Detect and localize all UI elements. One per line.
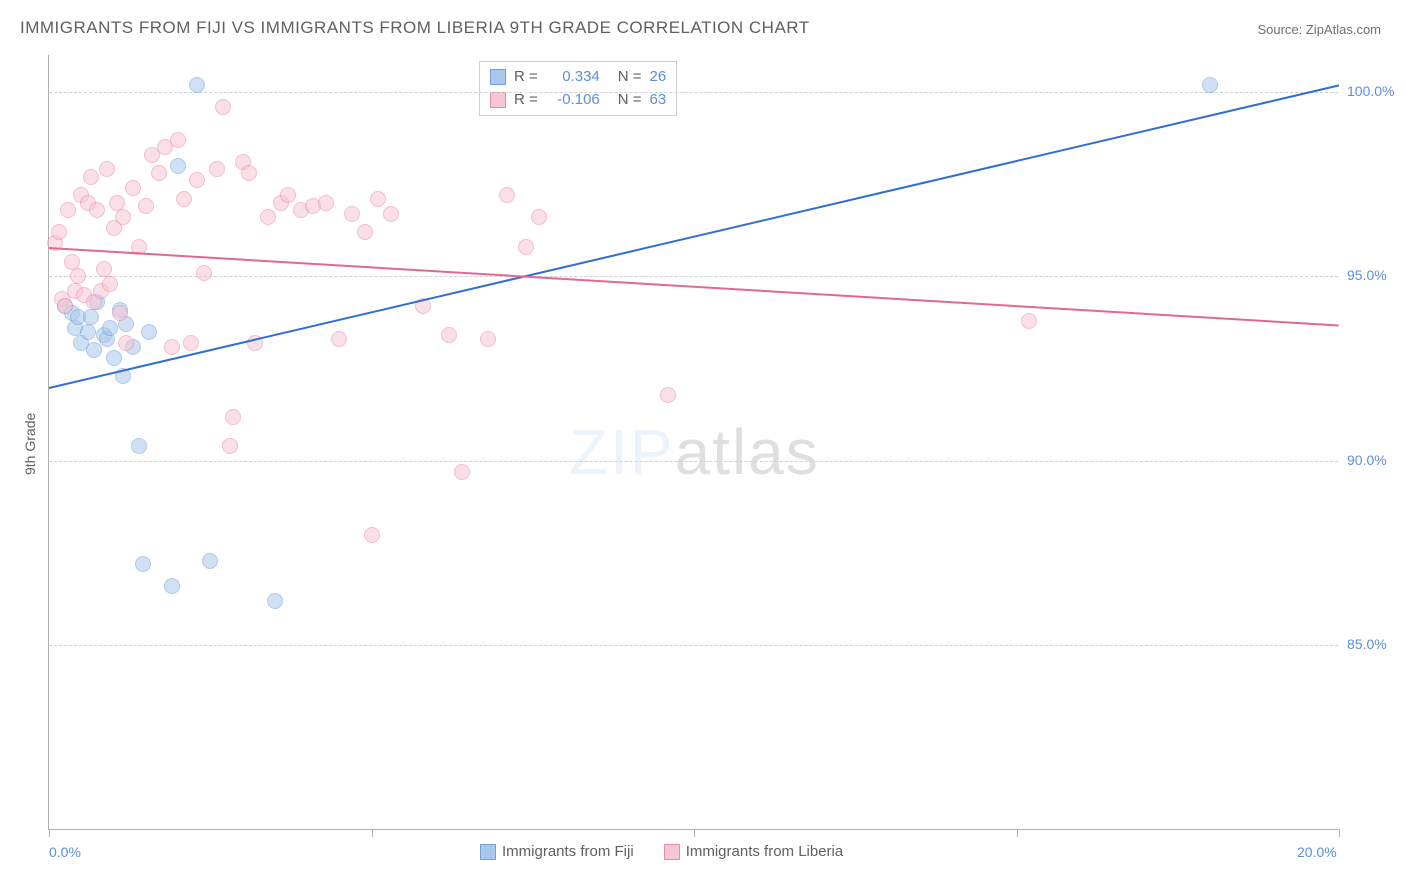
watermark-atlas: atlas <box>675 416 820 488</box>
legend-item-fiji: Immigrants from Fiji <box>480 843 634 860</box>
data-point <box>183 335 199 351</box>
data-point <box>370 191 386 207</box>
chart-title: IMMIGRANTS FROM FIJI VS IMMIGRANTS FROM … <box>20 18 810 38</box>
data-point <box>86 342 102 358</box>
data-point <box>331 331 347 347</box>
data-point <box>454 464 470 480</box>
data-point <box>135 556 151 572</box>
data-point <box>357 224 373 240</box>
data-point <box>267 593 283 609</box>
data-point <box>70 268 86 284</box>
data-point <box>164 339 180 355</box>
data-point <box>170 132 186 148</box>
legend-item-liberia: Immigrants from Liberia <box>664 843 844 860</box>
data-point <box>1021 313 1037 329</box>
data-point <box>280 187 296 203</box>
data-point <box>1202 77 1218 93</box>
x-tick-label: 20.0% <box>1297 844 1337 860</box>
x-tick <box>694 829 695 837</box>
data-point <box>83 309 99 325</box>
data-point <box>125 180 141 196</box>
y-tick-label: 95.0% <box>1347 267 1387 283</box>
data-point <box>138 198 154 214</box>
data-point <box>260 209 276 225</box>
data-point <box>225 409 241 425</box>
data-point <box>83 169 99 185</box>
legend: Immigrants from Fiji Immigrants from Lib… <box>480 843 843 860</box>
data-point <box>102 276 118 292</box>
data-point <box>164 578 180 594</box>
x-tick <box>49 829 50 837</box>
stats-box: R =0.334N =26R =-0.106N =63 <box>479 61 677 116</box>
legend-label-fiji: Immigrants from Fiji <box>502 843 634 860</box>
gridline-h <box>49 92 1338 93</box>
data-point <box>518 239 534 255</box>
data-point <box>89 202 105 218</box>
data-point <box>196 265 212 281</box>
source-label: Source: ZipAtlas.com <box>1257 22 1381 37</box>
y-tick-label: 100.0% <box>1347 83 1394 99</box>
trend-line <box>49 85 1339 390</box>
swatch-liberia <box>664 844 680 860</box>
gridline-h <box>49 276 1338 277</box>
data-point <box>202 553 218 569</box>
data-point <box>176 191 192 207</box>
data-point <box>531 209 547 225</box>
y-axis-label: 9th Grade <box>22 413 38 475</box>
data-point <box>318 195 334 211</box>
legend-label-liberia: Immigrants from Liberia <box>686 843 844 860</box>
stats-row: R =0.334N =26 <box>490 66 666 89</box>
data-point <box>364 527 380 543</box>
data-point <box>170 158 186 174</box>
data-point <box>222 438 238 454</box>
plot-area: ZIPatlas R =0.334N =26R =-0.106N =63 85.… <box>48 55 1338 830</box>
data-point <box>118 335 134 351</box>
data-point <box>441 327 457 343</box>
data-point <box>106 350 122 366</box>
watermark: ZIPatlas <box>569 415 820 489</box>
data-point <box>344 206 360 222</box>
data-point <box>209 161 225 177</box>
data-point <box>109 195 125 211</box>
data-point <box>480 331 496 347</box>
data-point <box>215 99 231 115</box>
gridline-h <box>49 645 1338 646</box>
data-point <box>499 187 515 203</box>
y-tick-label: 90.0% <box>1347 452 1387 468</box>
data-point <box>102 320 118 336</box>
data-point <box>112 305 128 321</box>
gridline-h <box>49 461 1338 462</box>
data-point <box>64 254 80 270</box>
data-point <box>131 438 147 454</box>
data-point <box>660 387 676 403</box>
x-tick-label: 0.0% <box>49 844 81 860</box>
data-point <box>51 224 67 240</box>
data-point <box>99 161 115 177</box>
x-tick <box>1017 829 1018 837</box>
x-tick <box>1339 829 1340 837</box>
data-point <box>189 172 205 188</box>
data-point <box>57 298 73 314</box>
data-point <box>96 261 112 277</box>
trend-line <box>49 247 1339 326</box>
data-point <box>80 324 96 340</box>
data-point <box>241 165 257 181</box>
data-point <box>115 209 131 225</box>
data-point <box>151 165 167 181</box>
data-point <box>141 324 157 340</box>
swatch-fiji <box>480 844 496 860</box>
x-tick <box>372 829 373 837</box>
data-point <box>189 77 205 93</box>
y-tick-label: 85.0% <box>1347 636 1387 652</box>
watermark-zip: ZIP <box>569 416 675 488</box>
data-point <box>60 202 76 218</box>
data-point <box>383 206 399 222</box>
